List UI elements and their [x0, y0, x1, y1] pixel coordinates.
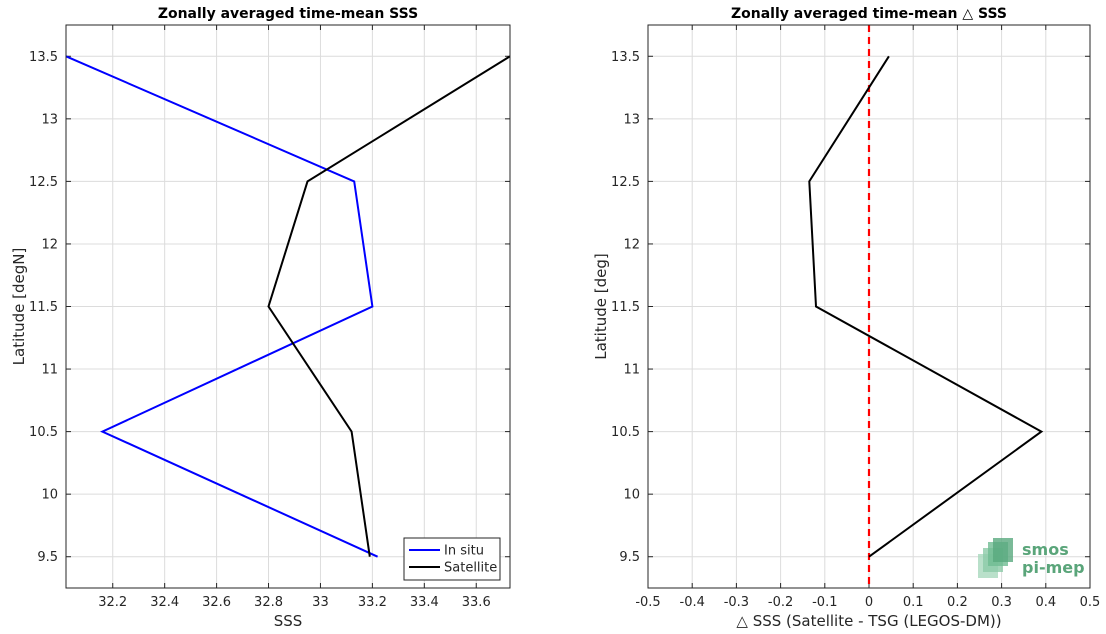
- chart-title: Zonally averaged time-mean SSS: [158, 6, 418, 22]
- logo-line2: pi-mep: [1022, 558, 1085, 577]
- smos-pimep-logo: smos pi-mep: [978, 538, 1085, 578]
- axes-box: [647, 24, 1091, 589]
- logo-line1: smos: [1022, 540, 1069, 559]
- x-tick-label: 32.8: [254, 595, 283, 610]
- y-tick-label: 11.5: [611, 300, 640, 315]
- y-tick-label: 9.5: [37, 550, 58, 565]
- y-tick-label: 12: [41, 237, 58, 252]
- y-tick-label: 10: [623, 488, 640, 503]
- x-axis-label: △ SSS (Satellite - TSG (LEGOS-DM)): [736, 612, 1001, 630]
- y-tick-label: 10: [41, 488, 58, 503]
- series-line-satellite: [267, 55, 511, 557]
- x-tick-label: 33: [312, 595, 329, 610]
- x-tick-label: 0.2: [947, 595, 968, 610]
- chart-delta-sss: -0.5 -0.4 -0.3 -0.2 -0.1 0 0.1 0.2 0.3 0.4 0.5 9.5 1…: [592, 6, 1100, 630]
- y-tick-label: 13: [41, 112, 58, 127]
- y-tick-label: 11: [41, 363, 58, 378]
- y-tick-label: 11: [623, 363, 640, 378]
- y-tick-label: 9.5: [619, 550, 640, 565]
- x-tick-label: 0: [865, 595, 873, 610]
- y-axis-label: Latitude [degN]: [10, 248, 28, 366]
- x-axis-label: SSS: [274, 612, 303, 630]
- chart-sss: 32.2 32.4 32.6 32.8 33 33.2 33.4 33.6 9.5 10 10.5 1…: [10, 6, 511, 630]
- y-tick-label: 13.5: [611, 50, 640, 65]
- x-tick-label: 32.2: [98, 595, 127, 610]
- y-tick-label: 11.5: [29, 300, 58, 315]
- x-tick-label: 33.4: [410, 595, 439, 610]
- y-tick-label: 12: [623, 237, 640, 252]
- y-axis-label: Latitude [deg]: [592, 253, 610, 359]
- x-tick-label: 33.2: [358, 595, 387, 610]
- x-tick-label: 0.3: [991, 595, 1012, 610]
- x-tick-label: 0.4: [1035, 595, 1056, 610]
- x-tick-label: -0.2: [768, 595, 793, 610]
- legend-box: [403, 537, 501, 581]
- logo-layers-icon: [978, 538, 1013, 578]
- x-tick-label: 32.6: [202, 595, 231, 610]
- y-tick-label: 12.5: [611, 175, 640, 190]
- series-line-in-situ: [65, 55, 379, 558]
- y-tick-label: 13.5: [29, 50, 58, 65]
- y-tick-label: 10.5: [611, 425, 640, 440]
- x-tick-label: 0.1: [903, 595, 924, 610]
- x-tick-label: 0.5: [1080, 595, 1101, 610]
- x-tick-label: -0.4: [680, 595, 705, 610]
- x-tick-label: -0.1: [812, 595, 837, 610]
- x-tick-label: 33.6: [462, 595, 491, 610]
- grid: [66, 25, 510, 588]
- series-line: [808, 55, 1044, 558]
- x-tick-label: 32.4: [150, 595, 179, 610]
- legend: In situ Satellite: [403, 537, 501, 581]
- x-tick-label: -0.5: [635, 595, 660, 610]
- x-tick-label: -0.3: [724, 595, 749, 610]
- legend-label: In situ: [444, 544, 484, 559]
- y-tick-label: 10.5: [29, 425, 58, 440]
- y-tick-label: 13: [623, 112, 640, 127]
- legend-label: Satellite: [444, 561, 497, 576]
- y-tick-label: 12.5: [29, 175, 58, 190]
- axes-box: [65, 24, 511, 589]
- chart-title: Zonally averaged time-mean △ SSS: [731, 6, 1007, 22]
